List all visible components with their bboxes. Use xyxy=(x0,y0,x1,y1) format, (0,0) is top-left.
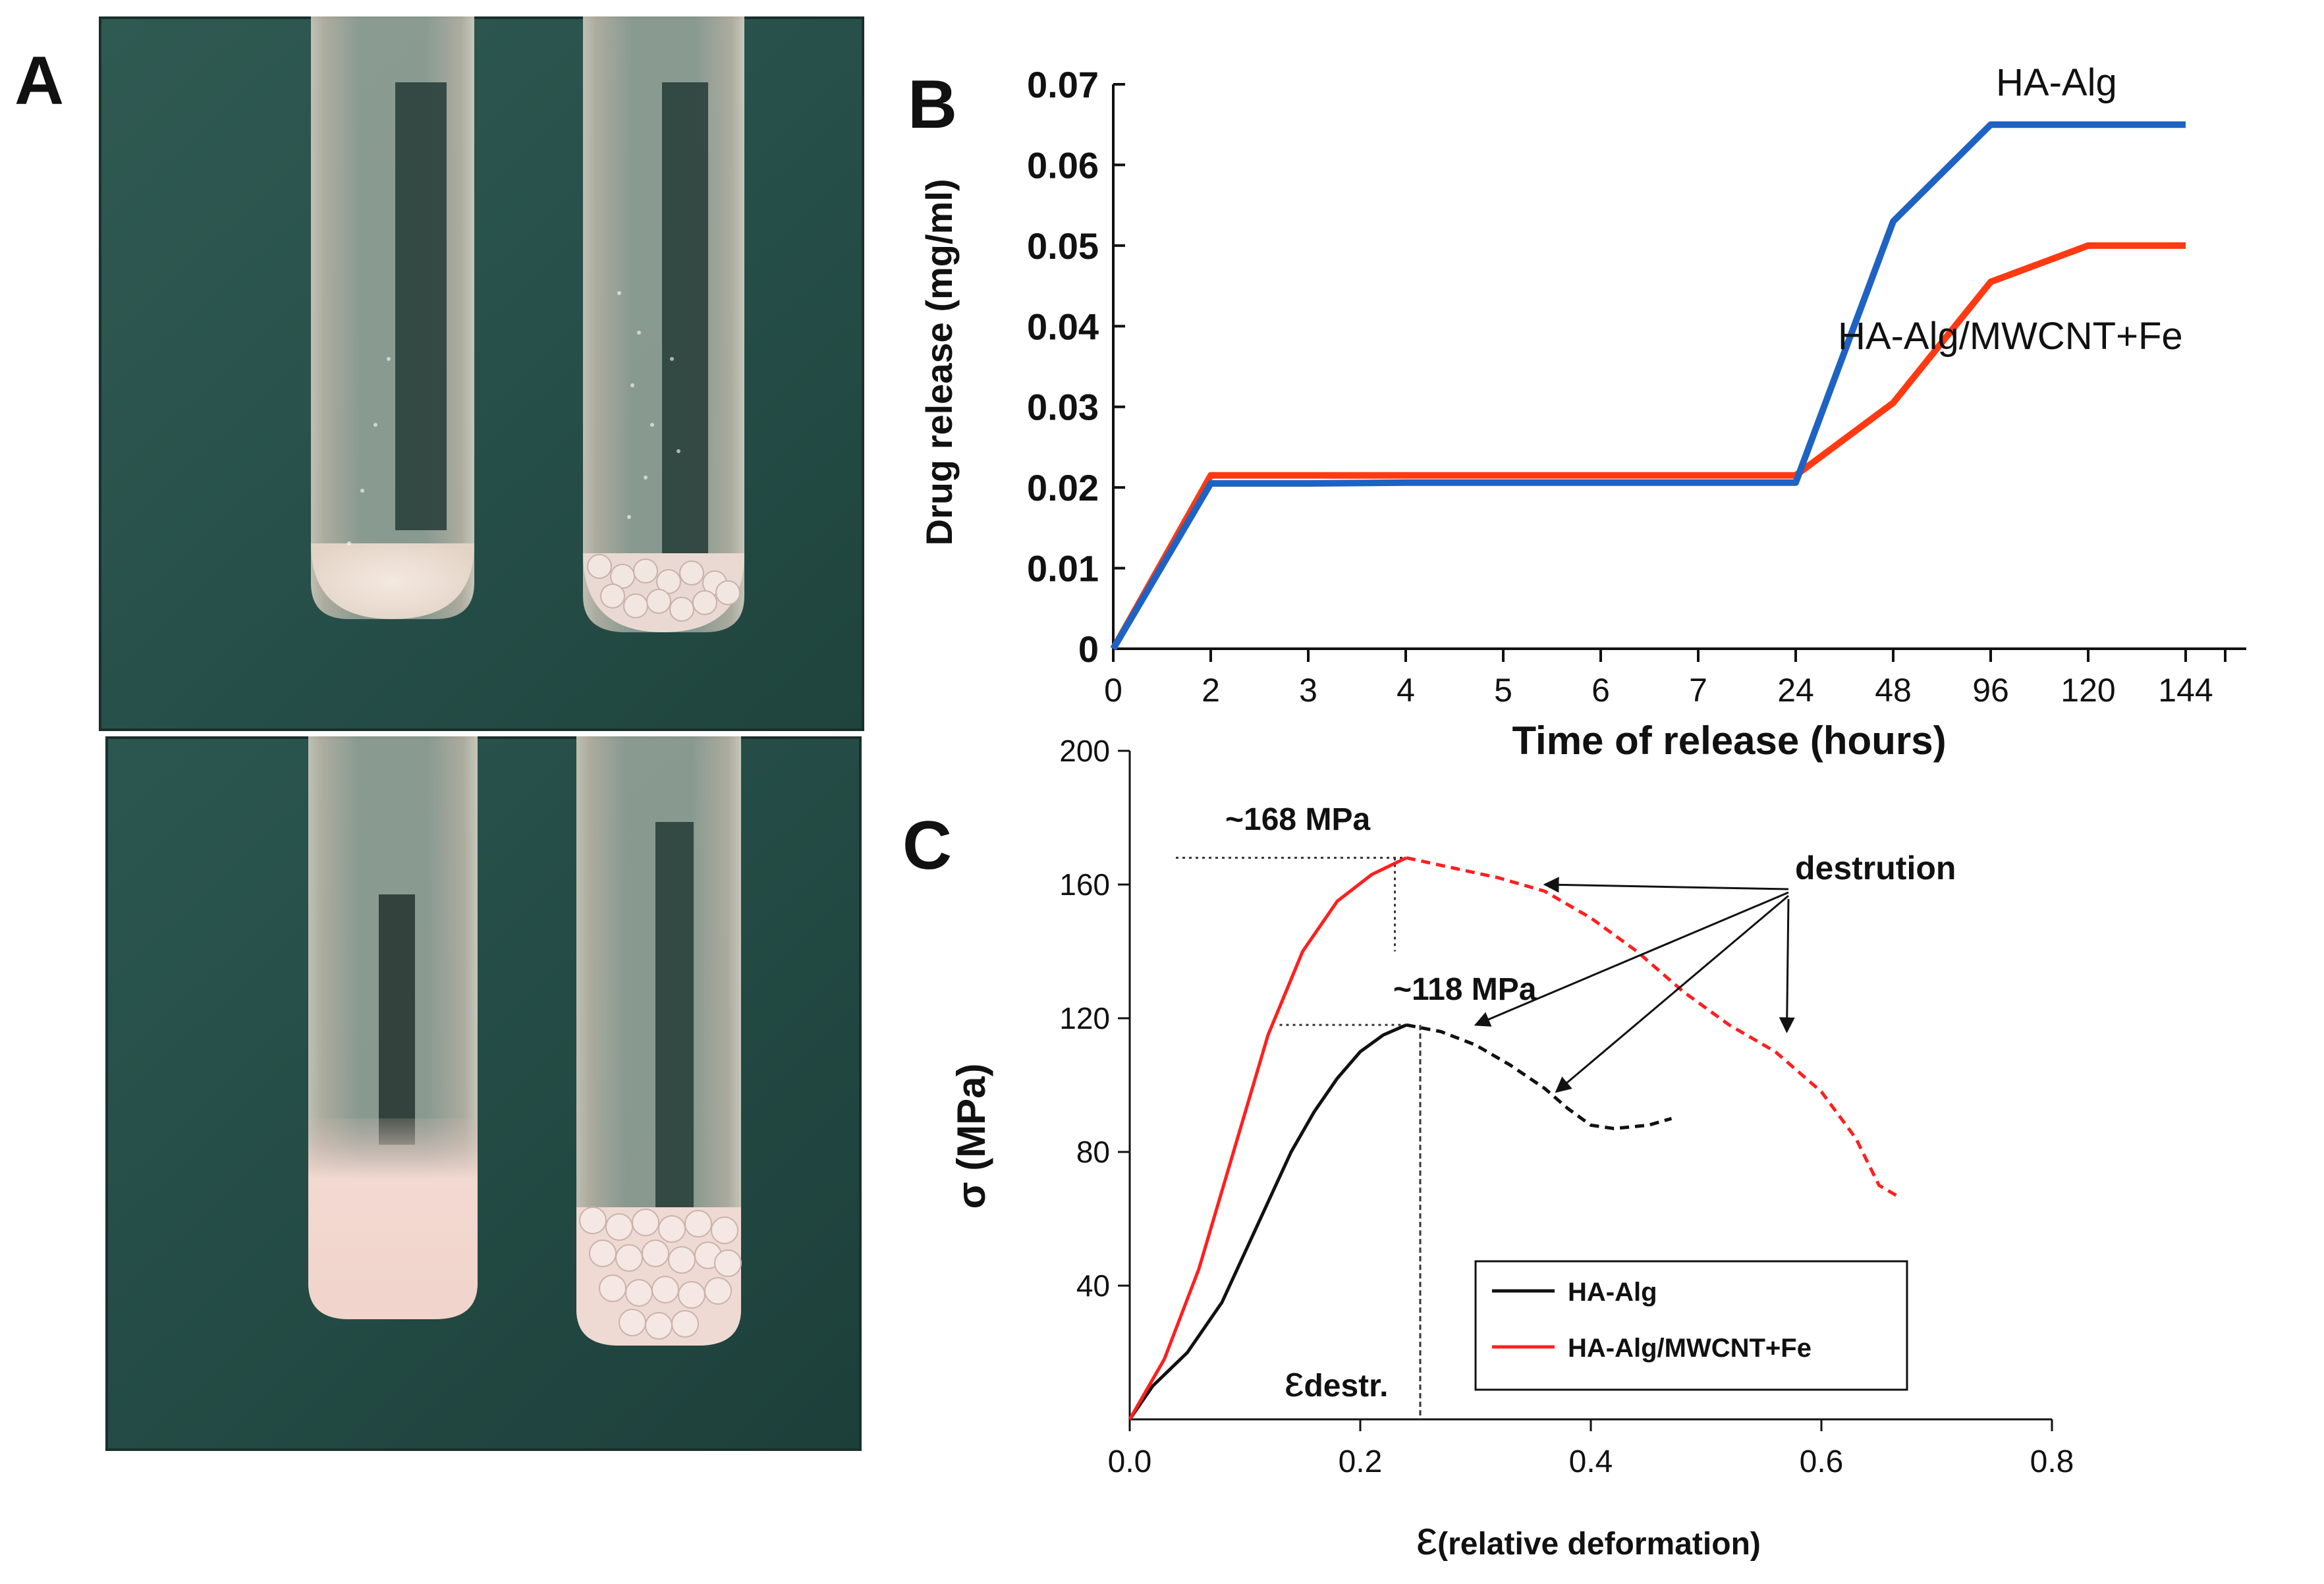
x-tick-label: 144 xyxy=(2158,672,2213,709)
destruction-arrow xyxy=(1543,877,1789,893)
x-axis-title: ε(relative deformation) xyxy=(1416,1512,1761,1565)
panel-c-label: C xyxy=(902,807,953,884)
annotation-destruction: destrution xyxy=(1795,850,1956,887)
series-solid-ha-alg-mwcnt-fe xyxy=(1128,856,1408,1421)
x-tick-label: 24 xyxy=(1777,672,1814,709)
annotation-peak-black: ~118 MPa xyxy=(1393,972,1537,1007)
legend-label: HA-Alg xyxy=(1568,1278,1657,1307)
y-tick-label: 0.04 xyxy=(1027,306,1099,347)
series-line-ha-alg xyxy=(1110,121,2186,651)
series-label-ha-alg-mwcnt-fe: HA-Alg/MWCNT+Fe xyxy=(1838,315,2183,358)
x-tick-label: 48 xyxy=(1875,672,1912,709)
annotation-peak-red: ~168 MPa xyxy=(1225,802,1370,837)
photo-top-image xyxy=(99,16,864,731)
y-axis-title: Drug release (mg/ml) xyxy=(918,178,960,545)
y-tick-label: 0.06 xyxy=(1027,144,1099,186)
x-tick-label: 5 xyxy=(1494,672,1512,709)
x-tick-label: 3 xyxy=(1299,672,1317,709)
x-tick-label: 0.2 xyxy=(1339,1444,1383,1479)
stress-strain-chart: 40 80 120 160 200 0.0 0.2 0.4 0.6 0.8 σ (MPa) ε(rel… xyxy=(949,734,2074,1565)
photo-bottom-test-tubes xyxy=(105,736,862,1451)
drug-release-chart: 0 0.01 0.02 0.03 0.04 0.05 0.06 0.07 0 2 3 4 5 6 7 24 48… xyxy=(918,61,2246,763)
x-tick-label: 0.8 xyxy=(2030,1444,2074,1479)
y-tick-label: 0 xyxy=(1078,628,1099,670)
x-tick-label: 4 xyxy=(1397,672,1415,709)
y-tick-label: 80 xyxy=(1076,1135,1110,1169)
panel-a-label: A xyxy=(14,43,65,119)
x-tick-label: 120 xyxy=(2061,672,2115,709)
y-tick-label: 0.07 xyxy=(1027,64,1099,105)
x-tick-label: 0.6 xyxy=(1800,1444,1844,1479)
x-tick-label: 7 xyxy=(1689,672,1707,709)
legend-label: HA-Alg/MWCNT+Fe xyxy=(1568,1334,1812,1363)
annotation-eps-destr: εdestr. xyxy=(1285,1357,1389,1406)
photo-bottom-image xyxy=(105,736,862,1451)
y-tick-label: 40 xyxy=(1076,1269,1110,1303)
y-tick-label: 160 xyxy=(1059,867,1110,902)
y-tick-label: 0.03 xyxy=(1027,387,1099,428)
series-solid-ha-alg xyxy=(1128,1023,1407,1421)
y-tick-label: 0.02 xyxy=(1027,467,1099,508)
series-dashed-ha-alg-mwcnt-fe xyxy=(1406,856,1898,1197)
destruction-arrow xyxy=(1555,894,1789,1093)
x-tick-label: 6 xyxy=(1591,672,1610,709)
x-tick-label: 0.4 xyxy=(1569,1444,1613,1479)
series-line-ha-alg-mwcnt-fe xyxy=(1110,242,2186,651)
series-dashed-ha-alg xyxy=(1406,1023,1673,1130)
destruction-arrow xyxy=(1474,891,1789,1027)
y-tick-label: 0.01 xyxy=(1027,548,1099,589)
x-axis-title: Time of release (hours) xyxy=(1512,719,1946,763)
photo-top-test-tubes xyxy=(99,16,864,731)
panel-b-label: B xyxy=(908,67,958,143)
y-axis-title: σ (MPa) xyxy=(949,1063,993,1209)
x-tick-label: 0 xyxy=(1104,672,1122,709)
legend-box xyxy=(1474,1260,1908,1391)
x-tick-label: 2 xyxy=(1202,672,1220,709)
y-tick-label: 200 xyxy=(1059,734,1110,768)
y-tick-label: 120 xyxy=(1059,1001,1110,1035)
y-tick-label: 0.05 xyxy=(1027,225,1099,267)
series-label-ha-alg: HA-Alg xyxy=(1996,61,2117,104)
x-tick-label: 96 xyxy=(1972,672,2009,709)
destruction-arrow xyxy=(1779,898,1795,1033)
x-tick-label: 0.0 xyxy=(1108,1444,1152,1479)
